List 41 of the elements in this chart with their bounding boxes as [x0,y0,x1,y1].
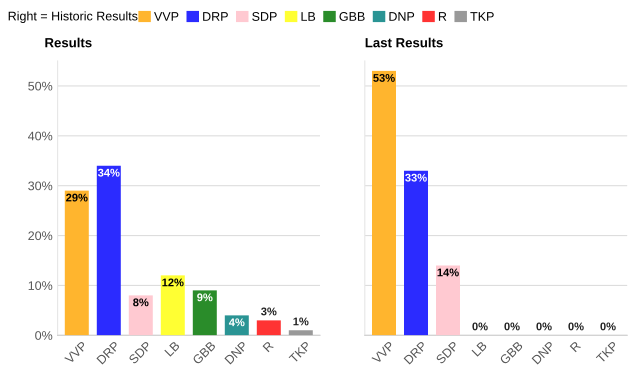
x-tick-label: VVP [371,340,395,364]
data-label: 3% [261,308,277,316]
y-tick-label: 0% [35,331,52,340]
legend-label: GBB [340,12,365,21]
data-label: 0% [568,322,584,330]
data-label: 0% [472,322,488,330]
x-tick-label: R [570,340,582,352]
y-tick-label: 20% [28,231,52,240]
data-label: 0% [504,322,520,330]
x-tick-label: LB [472,340,488,357]
data-label: 33% [405,174,427,182]
x-tick-label: TKP [596,340,618,364]
y-tick-label: 10% [28,281,52,290]
data-label: 1% [293,318,309,326]
data-label: 34% [98,168,120,177]
x-tick-label: TKP [288,340,312,364]
data-label: 0% [536,322,552,330]
data-label: 12% [162,278,184,286]
legend-label: VVP [154,12,178,21]
legend-label: DNP [389,12,414,21]
legend-label: DRP [203,12,228,21]
x-tick-label: LB [164,340,180,357]
legend-label: TKP [470,12,494,21]
chart-title: Results [45,38,92,48]
chart-title: Last Results [366,38,443,48]
x-tick-label: VVP [64,340,88,364]
data-label: 53% [373,74,395,82]
y-tick-label: 40% [28,132,52,140]
legend-label: R [438,12,446,21]
y-tick-label: 30% [28,181,52,190]
legend-label: SDP [252,12,277,21]
data-label: 14% [438,268,459,276]
x-tick-label: R [262,340,274,352]
legend-title: Right = Historic Results [8,11,138,23]
data-label: 0% [600,322,616,330]
legend-label: LB [301,12,316,21]
data-label: 4% [228,318,245,326]
data-label: 9% [197,293,213,302]
y-tick-label: 50% [28,82,52,91]
data-label: 29% [66,194,88,202]
data-label: 8% [133,298,149,306]
